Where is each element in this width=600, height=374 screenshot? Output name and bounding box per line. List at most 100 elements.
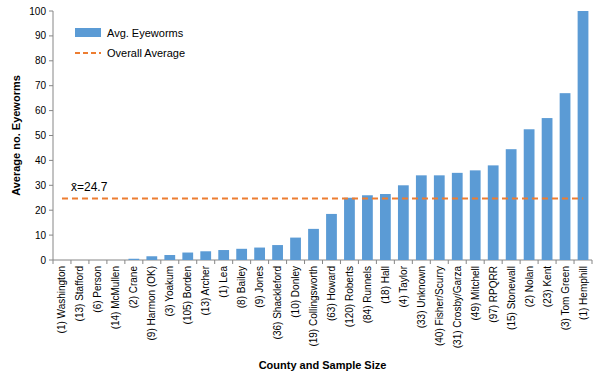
legend-swatch — [75, 52, 101, 54]
bar — [362, 195, 373, 260]
x-tick — [340, 260, 341, 264]
bar — [344, 198, 355, 260]
x-tick — [538, 260, 539, 264]
x-tick-label: (6) Person — [92, 266, 103, 313]
bar — [524, 129, 535, 260]
x-tick-label: (105) Borden — [182, 266, 193, 324]
x-tick — [196, 260, 197, 264]
x-tick-label: (33) Unknown — [416, 266, 427, 328]
bar — [434, 175, 445, 260]
x-tick — [592, 260, 593, 264]
x-tick — [412, 260, 413, 264]
x-tick-label: (63) Howard — [326, 266, 337, 321]
y-tick-label: 20 — [35, 205, 47, 216]
x-tick-label: (1) Lea — [218, 266, 229, 298]
bar — [308, 229, 319, 260]
x-tick — [556, 260, 557, 264]
x-tick-label: (97) RPQRR — [488, 266, 499, 323]
bar — [380, 194, 391, 260]
legend: Avg. EyewormsOverall Average — [75, 27, 185, 59]
y-tick — [49, 60, 53, 61]
x-tick-label: (36) Shackleford — [272, 266, 283, 339]
x-tick — [322, 260, 323, 264]
x-tick — [394, 260, 395, 264]
legend-label: Overall Average — [107, 47, 185, 59]
x-tick-label: (1) Hemphill — [578, 266, 589, 320]
y-tick — [49, 235, 53, 236]
bar — [75, 260, 86, 261]
y-tick-label: 100 — [29, 6, 46, 17]
y-tick-label: 90 — [35, 30, 47, 41]
x-tick-label: (23) Kent — [542, 266, 553, 307]
x-tick — [520, 260, 521, 264]
x-tick-label: (3) Yoakum — [164, 266, 175, 317]
x-axis-title: County and Sample Size — [259, 359, 387, 371]
bar — [452, 173, 463, 260]
x-tick-label: (13) Archer — [200, 265, 211, 315]
bar — [578, 11, 589, 260]
y-axis — [53, 11, 54, 260]
y-tick-label: 30 — [35, 180, 47, 191]
y-tick-label: 0 — [40, 255, 46, 266]
bar — [398, 185, 409, 260]
y-tick — [49, 185, 53, 186]
x-tick — [232, 260, 233, 264]
bar — [200, 251, 211, 260]
y-tick — [49, 11, 53, 12]
y-tick — [49, 135, 53, 136]
x-tick — [160, 260, 161, 264]
bar — [218, 250, 229, 260]
x-tick — [214, 260, 215, 264]
bar — [164, 255, 175, 260]
bar — [236, 249, 247, 260]
x-tick-label: (14) McMullen — [110, 266, 121, 329]
x-tick — [358, 260, 359, 264]
x-tick — [448, 260, 449, 264]
x-tick-label: (120) Roberts — [344, 266, 355, 327]
y-tick-label: 10 — [35, 230, 47, 241]
x-tick — [574, 260, 575, 264]
x-tick-label: (31) Crosby/Garza — [452, 266, 463, 349]
x-tick-label: (3) Tom Green — [560, 266, 571, 330]
x-tick — [484, 260, 485, 264]
y-tick-label: 40 — [35, 155, 47, 166]
y-tick — [49, 160, 53, 161]
x-tick-label: (2) Nolan — [524, 266, 535, 307]
x-tick-label: (1) Washington — [56, 266, 67, 333]
y-tick-label: 50 — [35, 130, 47, 141]
x-tick-label: (84) Runnels — [362, 266, 373, 323]
y-tick-label: 80 — [35, 55, 47, 66]
x-tick-label: (10) Donley — [290, 266, 301, 318]
x-tick — [250, 260, 251, 264]
x-tick-label: (9) Harmon (OK) — [146, 266, 157, 340]
x-tick — [376, 260, 377, 264]
legend-swatch — [75, 28, 101, 37]
bar — [57, 260, 68, 261]
y-tick — [49, 210, 53, 211]
bar — [110, 260, 121, 261]
bar — [254, 248, 265, 260]
x-tick — [286, 260, 287, 264]
x-tick — [430, 260, 431, 264]
y-tick — [49, 260, 53, 261]
x-tick — [268, 260, 269, 264]
bar — [326, 214, 337, 260]
plot-area — [62, 11, 588, 260]
x-tick-label: (9) Jones — [254, 266, 265, 308]
y-tick-label: 60 — [35, 105, 47, 116]
x-tick-label: (13) Stafford — [74, 266, 85, 321]
x-tick-label: (2) Crane — [128, 266, 139, 309]
y-tick-label: 70 — [35, 80, 47, 91]
x-tick-label: (15) Stonewall — [506, 266, 517, 330]
bar — [560, 93, 571, 260]
bar — [272, 245, 283, 260]
x-tick — [70, 260, 71, 264]
chart: 0102030405060708090100x̄=24.7(1) Washing… — [0, 0, 600, 374]
x-tick-label: (8) Bailey — [236, 266, 247, 308]
bar — [416, 175, 427, 260]
x-tick — [53, 260, 54, 264]
x-tick — [142, 260, 143, 264]
x-tick — [178, 260, 179, 264]
x-tick — [106, 260, 107, 264]
bar — [128, 259, 139, 260]
